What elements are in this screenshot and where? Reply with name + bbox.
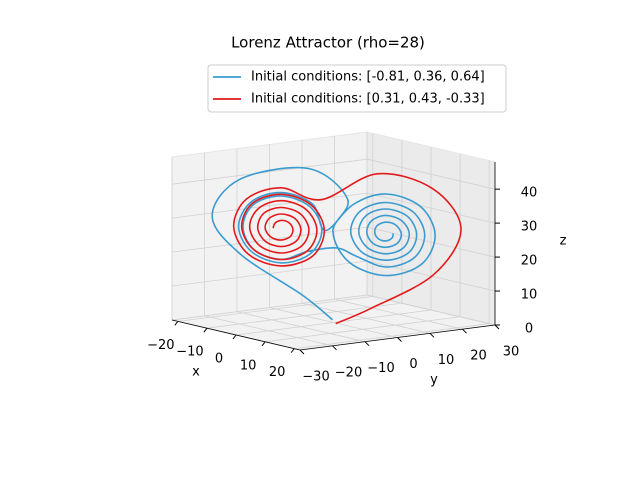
z-tick-label: 30 [521,220,538,235]
panes [171,131,496,351]
y-tick-label: −20 [335,365,362,380]
y-axis-label: y [430,373,438,388]
x-tick [261,341,266,347]
y-tick-label: −10 [367,361,394,376]
grid-line [171,192,496,224]
x-tick [203,327,208,333]
z-tick-label: 20 [521,254,538,269]
grid-line [171,158,496,190]
x-axis [171,319,301,351]
y-axis [299,324,496,351]
x-axis-label: x [192,365,200,380]
x-tick-label: 10 [240,358,257,373]
z-tick-label: 10 [521,288,538,303]
y-tick-label: 0 [409,357,417,372]
z-axis-label: z [560,234,567,249]
z-tick-label: 40 [521,186,538,201]
y-tick [332,345,337,351]
y-tick [429,332,435,338]
y-tick-label: 20 [470,349,487,364]
x-tick [290,348,295,353]
legend-box [207,64,507,113]
y-tick-label: −30 [302,370,329,385]
y-tick-label: 30 [503,345,520,360]
y-tick [299,349,305,355]
trajectory [211,166,436,321]
y-tick-label: 10 [438,353,455,368]
z-tick-label: 0 [525,322,533,337]
x-tick-label: −20 [147,338,174,353]
legend-label: Initial conditions: [0.31, 0.43, -0.33] [251,92,485,107]
chart-title: Lorenz Attractor (rho=28) [231,34,425,52]
grid-line [171,294,496,326]
y-tick [364,341,370,347]
legend-label: Initial conditions: [-0.81, 0.36, 0.64] [251,70,485,85]
y-tick [397,337,402,342]
trajectory [232,172,462,325]
x-tick [232,334,237,340]
x-tick-label: −10 [176,345,203,360]
x-tick [174,321,179,326]
x-tick-label: 20 [269,365,286,380]
y-tick [494,324,500,330]
x-tick-label: 0 [215,352,223,367]
y-tick [462,328,467,334]
